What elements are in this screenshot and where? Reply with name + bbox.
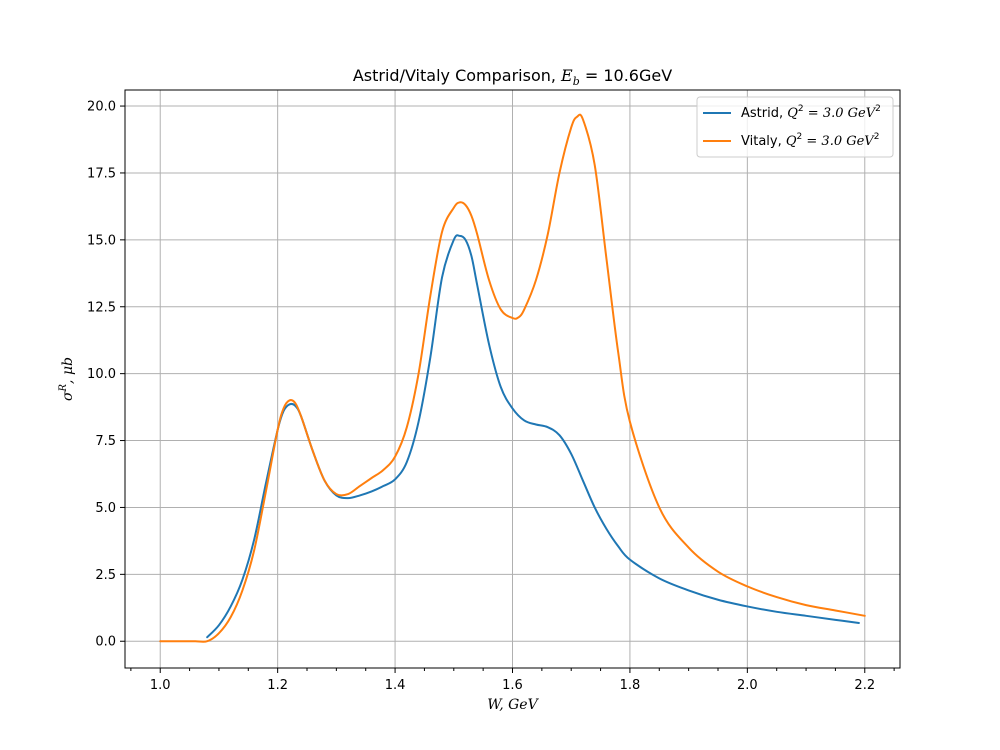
legend-name-astrid: Astrid bbox=[741, 106, 779, 121]
y-axis-label-sup: R bbox=[58, 383, 69, 392]
chart-title-prefix: Astrid/Vitaly Comparison, bbox=[353, 66, 561, 85]
y-tick-label: 10.0 bbox=[87, 367, 116, 382]
x-tick-label: 1.0 bbox=[150, 678, 171, 693]
y-tick-label: 12.5 bbox=[87, 300, 116, 315]
series-layer bbox=[159, 113, 866, 643]
y-tick-label: 2.5 bbox=[95, 568, 116, 583]
chart-title-math-rest: = 10.6GeV bbox=[580, 66, 672, 85]
x-tick-label: 1.4 bbox=[385, 678, 406, 693]
series-line-vitaly bbox=[159, 113, 866, 643]
y-axis-label-sigma: σ bbox=[60, 391, 76, 401]
ticks: 1.0 1.2 1.4 1.6 1.8 2.0 2.2 0.0 2.5 5.0 7.5 10.0 12.… bbox=[87, 100, 895, 693]
x-tick-label: 1.6 bbox=[502, 678, 523, 693]
x-tick-label: 1.8 bbox=[620, 678, 641, 693]
chart-title: Astrid/Vitaly Comparison, Eb = 10.6GeV bbox=[353, 66, 672, 88]
x-tick-label: 2.2 bbox=[854, 678, 875, 693]
legend-name-vitaly: Vitaly bbox=[741, 134, 778, 149]
chart-title-math: E bbox=[560, 66, 573, 85]
y-axis-label: σR, μb bbox=[58, 357, 76, 401]
y-tick-label: 0.0 bbox=[95, 635, 116, 650]
y-axis-label-rest: , μb bbox=[60, 357, 76, 384]
y-tick-label: 5.0 bbox=[95, 501, 116, 516]
y-tick-label: 17.5 bbox=[87, 166, 116, 181]
series-line-astrid bbox=[206, 234, 860, 639]
y-tick-label: 15.0 bbox=[87, 233, 116, 248]
x-tick-label: 2.0 bbox=[737, 678, 758, 693]
y-tick-label: 20.0 bbox=[87, 100, 116, 115]
legend: Astrid, Q2 = 3.0 GeV2 Vitaly, Q2 = 3.0 G… bbox=[696, 96, 894, 158]
y-tick-label: 7.5 bbox=[95, 434, 116, 449]
legend-label-vitaly: Vitaly, Q2 = 3.0 GeV2 bbox=[741, 132, 879, 149]
x-axis-label: W, GeV bbox=[487, 697, 539, 713]
grid bbox=[125, 90, 900, 668]
legend-label-astrid: Astrid, Q2 = 3.0 GeV2 bbox=[741, 104, 881, 121]
legend-box bbox=[696, 96, 894, 158]
chart-title-math-sub: b bbox=[573, 75, 580, 88]
x-tick-label: 1.2 bbox=[267, 678, 288, 693]
